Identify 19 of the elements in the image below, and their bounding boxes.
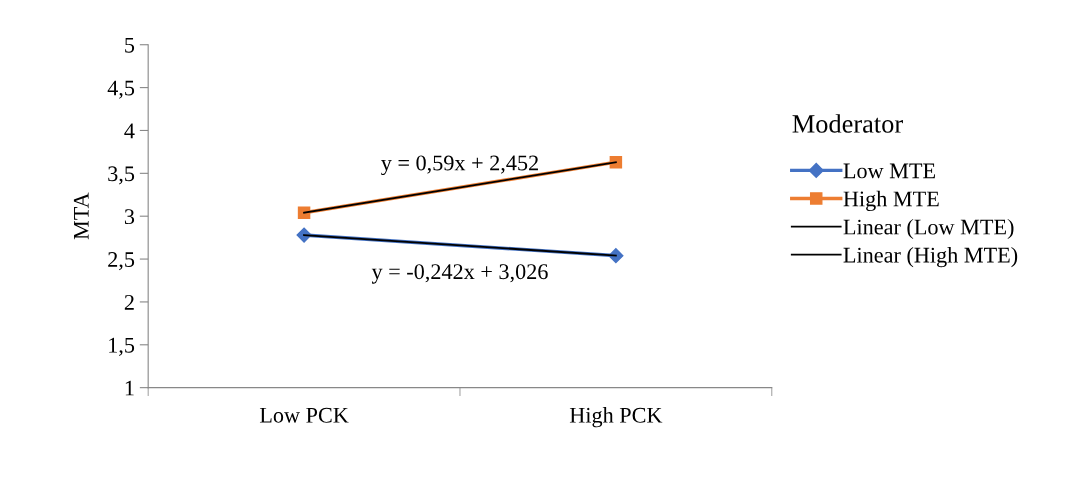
annotation: y = 0,59x + 2,452 <box>381 155 538 176</box>
y-tick-label: 1,5 <box>109 337 135 356</box>
legend-title: Moderator <box>792 114 903 133</box>
y-tick-label: 4,5 <box>107 80 135 99</box>
x-tick-label: High PCK <box>569 407 663 428</box>
x-tick-label: Low PCK <box>259 407 349 423</box>
legend-label: High MTE <box>843 190 939 212</box>
y-tick-label: 1 <box>125 380 134 396</box>
y-axis-title: MTA <box>73 192 89 240</box>
legend-label: Linear (High MTE) <box>843 246 1018 268</box>
legend-label: Linear (Low MTE) <box>843 218 1014 240</box>
y-tick-label: 2,5 <box>108 252 135 271</box>
annotation: y = -0,242x + 3,026 <box>371 264 548 284</box>
y-tick-label: 3 <box>124 209 135 225</box>
y-tick-label: 5 <box>125 37 135 53</box>
y-tick-label: 2 <box>124 294 134 310</box>
y-tick-label: 4 <box>124 123 135 139</box>
legend-label: Low MTE <box>843 163 935 179</box>
y-tick-label: 3,5 <box>108 166 135 185</box>
